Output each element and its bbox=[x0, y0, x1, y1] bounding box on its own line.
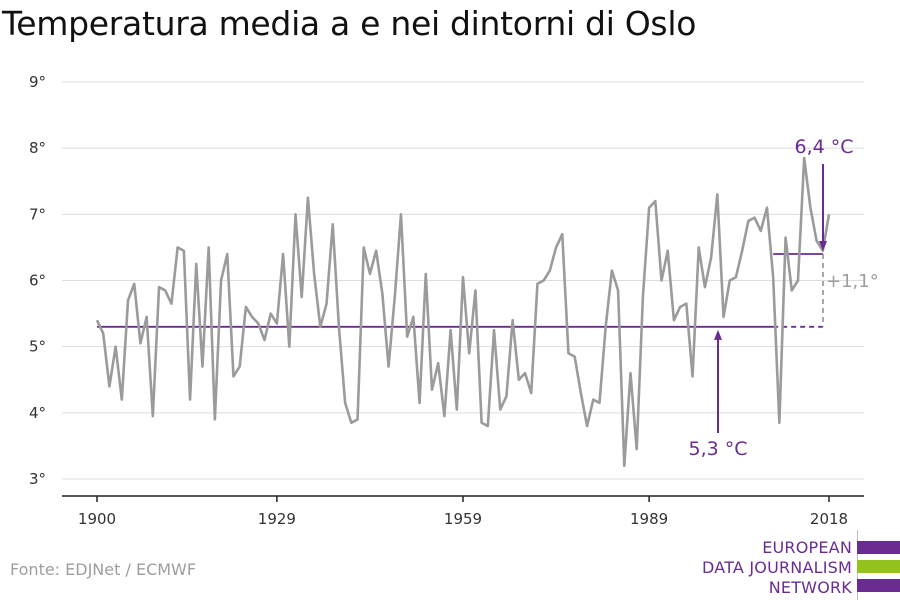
y-tick-label: 6° bbox=[29, 272, 46, 290]
temperature-series-line bbox=[95, 156, 831, 468]
baseline-mean-label: 5,3 °C bbox=[688, 438, 747, 460]
logo-bar-purple-top bbox=[857, 541, 900, 554]
x-tick-label: 1989 bbox=[630, 510, 668, 528]
x-tick-label: 2018 bbox=[810, 510, 848, 528]
y-tick-label: 5° bbox=[29, 338, 46, 356]
series-layer bbox=[95, 156, 831, 468]
delta-label: +1,1° bbox=[826, 271, 879, 292]
source-note: Fonte: EDJNet / ECMWF bbox=[10, 560, 197, 579]
logo-line-network: NETWORK bbox=[768, 578, 852, 597]
y-tick-label: 8° bbox=[29, 139, 46, 157]
logo-line-european: EUROPEAN bbox=[762, 538, 852, 557]
axes: 3° 4° 5° 6° 7° 8° 9° 1900 1929 1959 1989 2018 bbox=[29, 73, 864, 528]
y-tick-label: 9° bbox=[29, 73, 46, 91]
x-tick-label: 1929 bbox=[258, 510, 296, 528]
logo-bar-green bbox=[857, 560, 900, 573]
x-tick-label: 1900 bbox=[78, 510, 116, 528]
chart-title: Temperatura media a e nei dintorni di Os… bbox=[2, 4, 697, 43]
recent-mean-label: 6,4 °C bbox=[794, 136, 853, 158]
logo-bar-purple-bottom bbox=[857, 579, 900, 592]
x-tick-label: 1959 bbox=[444, 510, 482, 528]
temperature-line-chart: 3° 4° 5° 6° 7° 8° 9° 1900 1929 1959 1989 2018 6,4 °… bbox=[29, 73, 879, 528]
annotations: 6,4 °C 5,3 °C +1,1° bbox=[688, 136, 878, 460]
y-tick-label: 4° bbox=[29, 404, 46, 422]
edjnet-logo: EUROPEAN DATA JOURNALISM NETWORK bbox=[700, 530, 900, 600]
y-tick-label: 3° bbox=[29, 470, 46, 488]
y-tick-label: 7° bbox=[29, 205, 46, 223]
logo-line-data-journalism: DATA JOURNALISM bbox=[702, 558, 852, 577]
